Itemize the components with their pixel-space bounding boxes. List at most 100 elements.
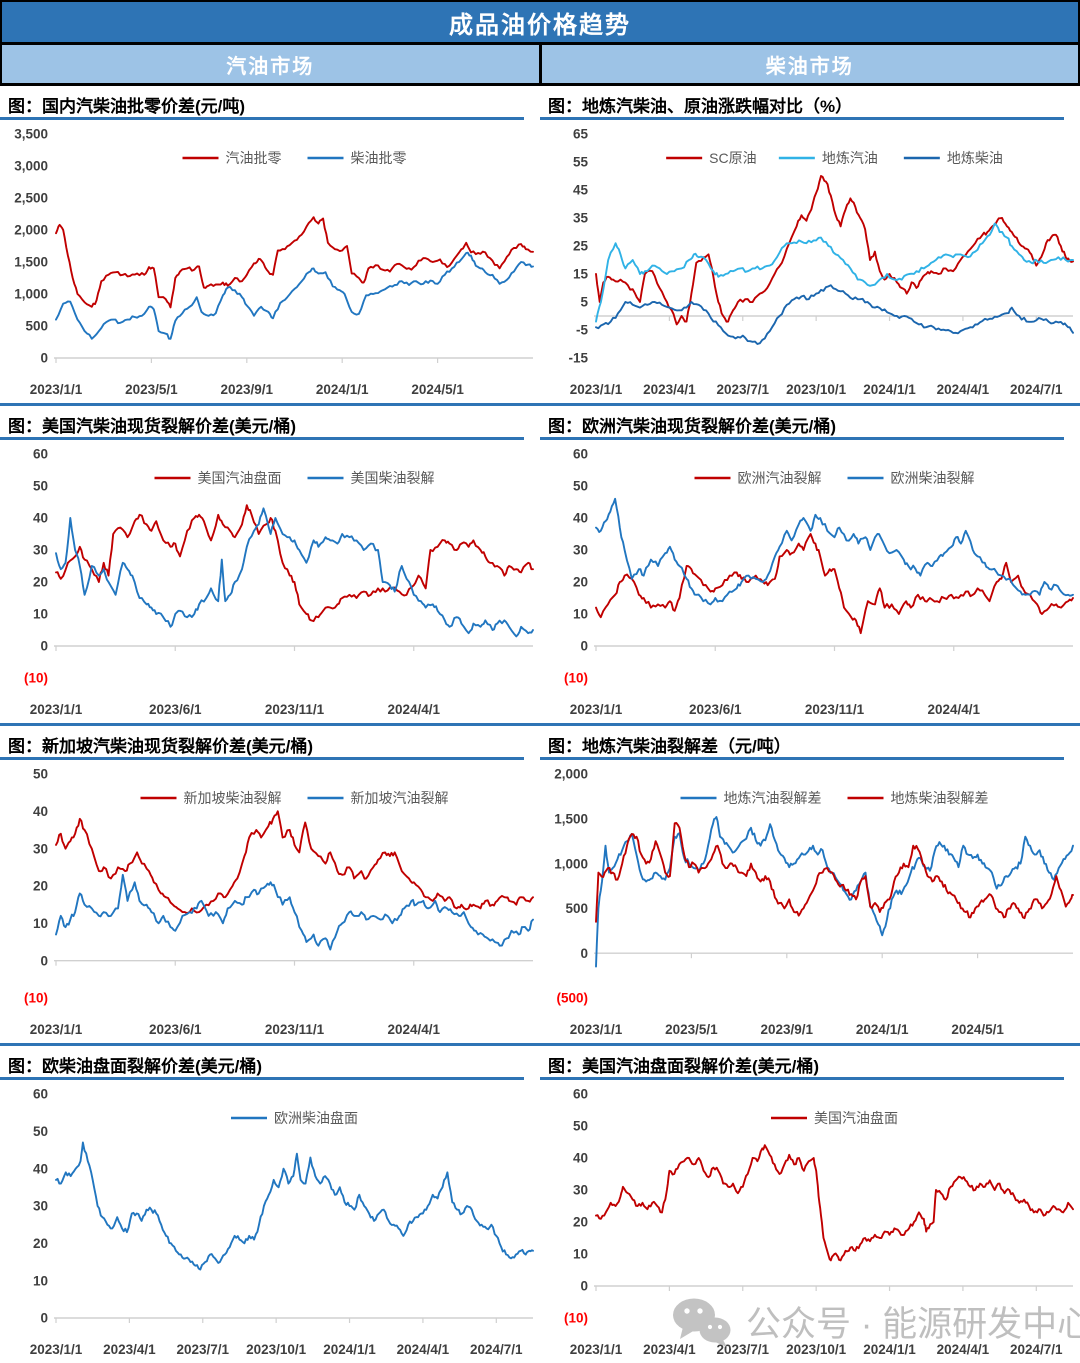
x-tick-label: 2024/4/1 [387,702,440,717]
x-tick-label: 2024/5/1 [951,1022,1004,1037]
tab-gasoline-market: 汽油市场 [226,55,315,78]
x-tick-label: 2024/1/1 [863,1342,916,1357]
series-line-地炼柴油裂解差 [595,821,1074,923]
y-tick-label: 60 [33,1087,48,1102]
market-tabs: 汽油市场 柴油市场 [0,45,1080,83]
y-tick-label: 2,500 [14,191,48,206]
y-tick-label: 60 [573,447,588,462]
y-tick-label: (10) [24,991,48,1006]
series-line-地炼柴油 [595,284,1074,345]
y-tick-label: 20 [33,879,48,894]
y-tick-label: 0 [40,1311,48,1326]
series-line-SC原油 [595,175,1074,326]
legend-label-美国汽油盘面: 美国汽油盘面 [814,1110,898,1126]
title-rule [540,437,1064,440]
chart-canvas: 2023/1/1 2023/4/1 2023/7/1 2023/10/1 2024/1/… [540,120,1080,403]
x-tick-label: 2024/1/1 [856,1022,909,1037]
chart-title: 图：美国汽油盘面裂解价差(美元/桶) [548,1057,820,1076]
x-tick-label: 2024/4/1 [387,1022,440,1037]
y-tick-label: 20 [573,575,588,590]
x-tick-label: 2023/6/1 [149,1022,202,1037]
legend-label-地炼汽油: 地炼汽油 [822,150,878,166]
y-tick-label: 55 [573,155,589,170]
chart-plot: 2023/1/1 2023/4/1 2023/7/1 2023/10/1 2024/1/… [564,1087,1074,1357]
x-tick-label: 2023/1/1 [30,1022,83,1037]
title-rule [0,757,524,760]
y-tick-label: 20 [573,1215,588,1230]
series-line-欧洲汽油裂解 [595,533,1074,635]
chart-row-2: 图：美国汽柴油现货裂解价差(美元/桶) 2023/1/1 2023/6/1 2023… [0,406,1080,723]
y-tick-label: 20 [33,575,48,590]
x-tick-label: 2023/1/1 [30,702,83,717]
y-tick-label: (10) [564,671,588,686]
chart-refinery-vs-crude-change: 图：地炼汽柴油、原油涨跌幅对比（%） 2023/1/1 2023/4/1 2023/… [540,86,1080,403]
chart-domestic-retail-wholesale-spread: 图：国内汽柴油批零价差(元/吨) 2023/1/1 2023/5/1 2023/9/… [0,86,540,403]
chart-plot: 2023/1/1 2023/4/1 2023/7/1 2023/10/1 2024/1/… [568,127,1074,397]
y-tick-label: 1,500 [554,812,588,827]
chart-canvas: 2023/1/1 2023/5/1 2023/9/1 2024/1/1 2024/5/1… [0,120,540,403]
series-line-新加坡汽油裂解 [55,873,534,951]
y-tick-label: 5 [580,295,588,310]
series-line-地炼汽油 [595,222,1074,323]
y-tick-label: 40 [33,511,48,526]
x-tick-label: 2023/1/1 [570,1342,623,1357]
y-tick-label: 50 [573,1119,588,1134]
x-tick-label: 2024/1/1 [863,382,916,397]
series-line-新加坡柴油裂解 [55,810,534,915]
x-tick-label: 2023/7/1 [716,382,769,397]
chart-row-3: 图：新加坡汽柴油现货裂解价差(美元/桶) 2023/1/1 2023/6/1 202… [0,726,1080,1043]
page-title-text: 成品油价格趋势 [449,11,631,39]
x-tick-label: 2024/7/1 [470,1342,523,1357]
y-tick-label: 40 [573,1151,588,1166]
x-tick-label: 2023/9/1 [221,382,274,397]
x-tick-label: 2024/5/1 [411,382,464,397]
x-tick-label: 2024/4/1 [937,382,990,397]
y-tick-label: 1,000 [14,287,48,302]
y-tick-label: 1,000 [554,856,588,871]
series-line-地炼汽油裂解差 [595,816,1074,968]
y-tick-label: -5 [576,323,588,338]
x-tick-label: 2023/4/1 [643,382,696,397]
series-line-欧洲柴油裂解 [595,497,1074,606]
y-tick-label: 30 [33,841,48,856]
y-tick-label: 0 [580,946,588,961]
y-tick-label: 0 [580,639,588,654]
chart-canvas: 2023/1/1 2023/4/1 2023/7/1 2023/10/1 2024/1/… [540,1080,1080,1363]
y-tick-label: 30 [33,543,48,558]
y-tick-label: 65 [573,127,589,142]
y-tick-label: 30 [33,1199,48,1214]
chart-title: 图：地炼汽柴油裂解差（元/吨） [548,737,791,756]
series-line-美国汽油盘面 [595,1144,1074,1262]
title-rule [0,437,524,440]
title-rule [0,117,524,120]
y-tick-label: 50 [33,1124,48,1139]
divider [0,42,1080,45]
chart-us-gasoline-futures-crack: 图：美国汽油盘面裂解价差(美元/桶) 2023/1/1 2023/4/1 2023/… [540,1046,1080,1363]
y-tick-label: 0 [40,639,48,654]
series-line-汽油批零 [55,216,534,309]
x-tick-label: 2023/11/1 [805,702,865,717]
y-tick-label: 30 [573,543,588,558]
chart-europe-spot-crack-spread: 图：欧洲汽柴油现货裂解价差(美元/桶) 2023/1/1 2023/6/1 2023… [540,406,1080,723]
chart-plot: 2023/1/1 2023/6/1 2023/11/1 2024/4/1 (10) 0 10… [24,447,534,717]
x-tick-label: 2023/10/1 [786,1342,847,1357]
x-tick-label: 2023/9/1 [761,1022,814,1037]
x-tick-label: 2023/5/1 [125,382,178,397]
x-tick-label: 2023/11/1 [265,1022,325,1037]
y-tick-label: 3,500 [14,127,48,142]
y-tick-label: 15 [573,267,589,282]
chart-canvas: 2023/1/1 2023/6/1 2023/11/1 2024/4/1 (10) 0 10… [0,440,540,723]
series-line-美国柴油裂解 [55,507,534,638]
y-tick-label: 35 [573,211,589,226]
y-tick-label: 40 [33,1161,48,1176]
legend-label-欧洲柴油盘面: 欧洲柴油盘面 [274,1110,358,1126]
y-tick-label: 500 [25,319,48,334]
x-tick-label: 2023/1/1 [30,382,83,397]
divider [0,83,1080,86]
page-title: 成品油价格趋势 [0,0,1080,42]
chart-plot: 2023/1/1 2023/6/1 2023/11/1 2024/4/1 (10) 0 10… [564,447,1074,717]
y-tick-label: (10) [564,1311,588,1326]
y-tick-label: 10 [33,607,48,622]
series-line-柴油批零 [55,251,534,340]
y-tick-label: 2,000 [554,767,588,782]
